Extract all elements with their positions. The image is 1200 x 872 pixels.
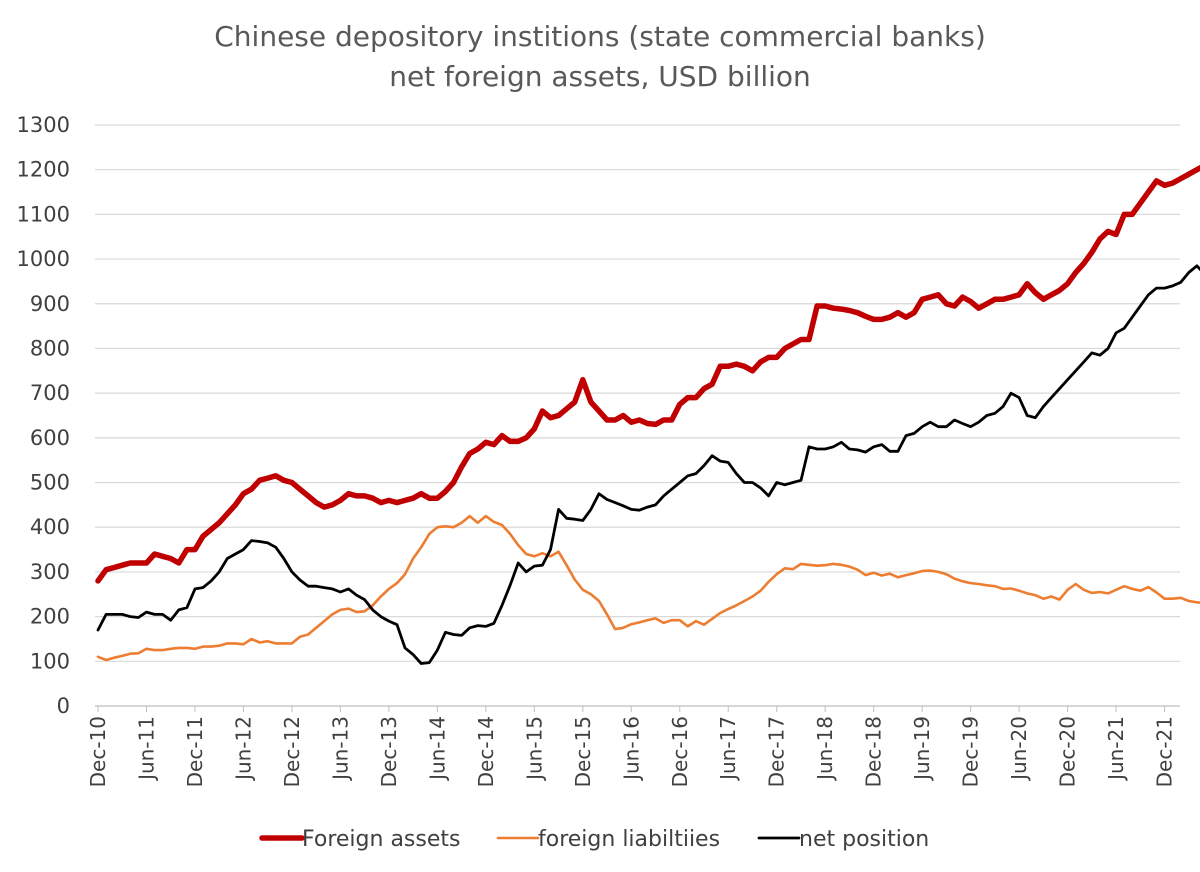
x-tick-label: Dec-14 bbox=[474, 716, 498, 787]
series-line-foreign-liabiltiies bbox=[96, 514, 1200, 662]
y-tick-label: 700 bbox=[30, 381, 70, 405]
x-axis: Dec-10 Jun-11 Dec-11 Jun-12 Dec-12 Jun-13 Dec-… bbox=[86, 705, 1180, 787]
y-tick-label: 100 bbox=[30, 649, 70, 673]
y-axis: 0 100 200 300 400 500 600 700 800 900 1000 1100 1200… bbox=[17, 113, 70, 718]
x-tick-label: Jun-21 bbox=[1104, 716, 1128, 782]
y-tick-label: 500 bbox=[30, 471, 70, 495]
y-tick-label: 0 bbox=[57, 694, 70, 718]
x-tick-label: Jun-18 bbox=[813, 716, 837, 782]
series-lines bbox=[95, 164, 1200, 665]
y-tick-label: 1200 bbox=[17, 158, 70, 182]
x-tick-label: Jun-16 bbox=[619, 716, 643, 782]
y-tick-label: 900 bbox=[30, 292, 70, 316]
chart-title-line-2: net foreign assets, USD billion bbox=[389, 60, 811, 93]
x-tick-label: Dec-16 bbox=[668, 716, 692, 787]
x-tick-label: Jun-14 bbox=[425, 716, 449, 782]
y-tick-label: 400 bbox=[30, 515, 70, 539]
series-line-net-position bbox=[96, 264, 1200, 665]
x-tick-label: Dec-15 bbox=[571, 716, 595, 787]
y-tick-label: 200 bbox=[30, 605, 70, 629]
legend-label: Foreign assets bbox=[302, 827, 460, 852]
x-tick-label: Jun-19 bbox=[910, 716, 934, 782]
x-tick-label: Dec-19 bbox=[959, 716, 983, 787]
x-tick-label: Dec-18 bbox=[862, 716, 886, 787]
x-tick-label: Jun-12 bbox=[231, 716, 255, 782]
x-tick-label: Jun-17 bbox=[716, 716, 740, 782]
y-tick-label: 300 bbox=[30, 560, 70, 584]
x-tick-label: Dec-10 bbox=[86, 716, 110, 787]
legend: Foreign assets foreign liabiltiies net pos… bbox=[259, 827, 929, 852]
gridlines bbox=[95, 124, 1180, 662]
x-tick-label: Dec-11 bbox=[183, 716, 207, 787]
y-tick-label: 800 bbox=[30, 336, 70, 360]
x-tick-label: Jun-13 bbox=[328, 716, 352, 782]
x-tick-label: Dec-13 bbox=[377, 716, 401, 787]
legend-label: foreign liabiltiies bbox=[538, 827, 720, 852]
x-tick-label: Dec-21 bbox=[1153, 716, 1177, 787]
y-tick-label: 1000 bbox=[17, 247, 70, 271]
legend-label: net position bbox=[799, 827, 929, 852]
chart-title-line-1: Chinese depository institions (state com… bbox=[214, 20, 986, 53]
x-tick-label: Jun-15 bbox=[522, 716, 546, 782]
y-tick-label: 600 bbox=[30, 426, 70, 450]
y-tick-label: 1300 bbox=[17, 113, 70, 137]
series-line-foreign-assets bbox=[95, 164, 1200, 584]
x-tick-label: Jun-11 bbox=[134, 716, 158, 782]
y-tick-label: 1100 bbox=[17, 202, 70, 226]
x-tick-label: Dec-17 bbox=[765, 716, 789, 787]
x-tick-label: Dec-12 bbox=[280, 716, 304, 787]
x-tick-label: Dec-20 bbox=[1056, 716, 1080, 787]
x-tick-label: Jun-20 bbox=[1007, 716, 1031, 782]
